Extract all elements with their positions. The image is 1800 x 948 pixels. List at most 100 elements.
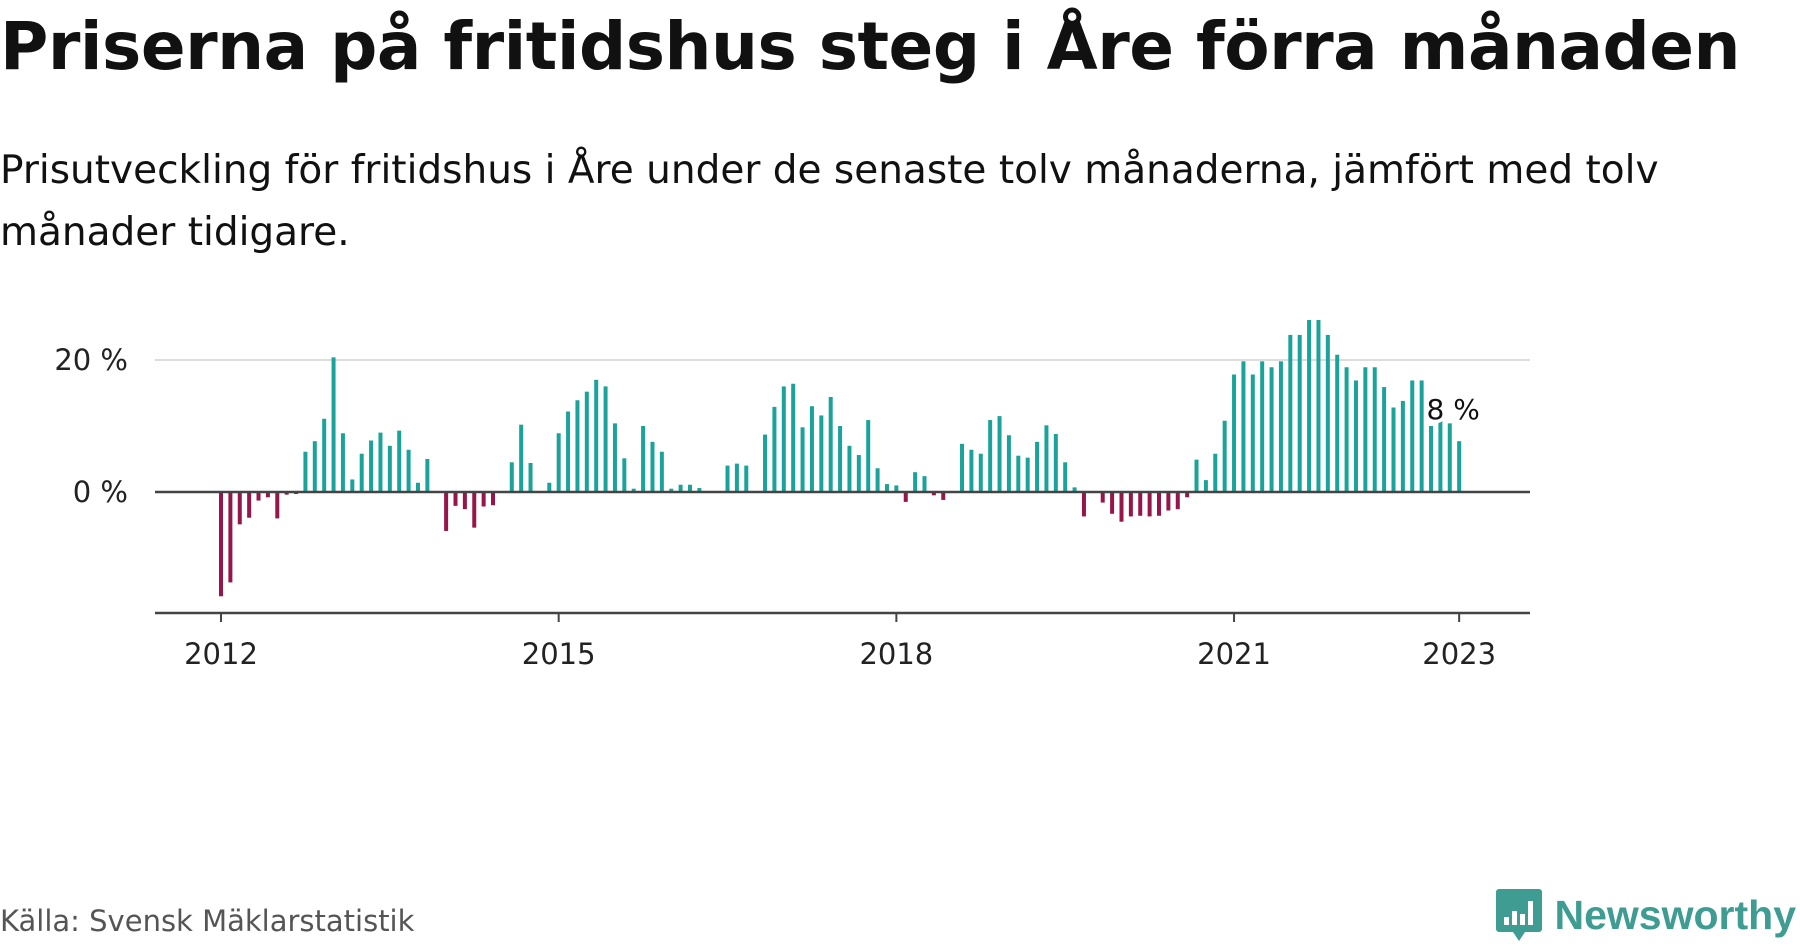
bar <box>650 441 655 492</box>
bar <box>425 459 430 492</box>
bar <box>1391 407 1396 492</box>
bar <box>641 426 646 492</box>
bar <box>1044 425 1049 492</box>
bar <box>734 463 739 492</box>
bar <box>387 445 392 492</box>
bar <box>791 383 796 492</box>
bar-chart-logo-icon <box>1495 889 1542 941</box>
bar <box>922 476 927 492</box>
chart-subtitle: Prisutveckling för fritidshus i Åre unde… <box>0 148 1659 255</box>
bar <box>659 451 664 492</box>
bar <box>1222 420 1227 492</box>
bar <box>1100 492 1105 503</box>
bar <box>594 379 599 492</box>
x-tick-label: 2018 <box>859 637 933 671</box>
bar <box>1213 453 1218 492</box>
bar <box>1157 492 1161 516</box>
bar <box>612 423 617 492</box>
bar <box>1232 374 1237 492</box>
bar <box>566 411 571 492</box>
bar <box>819 415 824 492</box>
bar <box>265 492 270 498</box>
bar <box>303 451 308 492</box>
bar <box>1063 462 1068 492</box>
bar <box>1344 367 1349 492</box>
bar <box>772 406 777 492</box>
bar <box>1288 334 1293 492</box>
bar <box>725 465 730 492</box>
bar <box>781 386 786 492</box>
bar <box>228 492 233 583</box>
bar <box>1025 457 1030 492</box>
x-tick-label: 2021 <box>1197 637 1271 671</box>
newsworthy-logo[interactable]: Newsworthy <box>1495 885 1796 945</box>
bar <box>969 449 974 492</box>
bar <box>331 357 336 492</box>
bar <box>1110 492 1115 514</box>
y-tick-label: 0 % <box>73 475 128 509</box>
bar <box>800 427 805 492</box>
bar <box>960 443 965 492</box>
bar <box>1128 492 1133 517</box>
bar <box>1203 480 1208 492</box>
bar <box>219 492 223 597</box>
bar <box>237 492 242 525</box>
bar <box>669 488 674 492</box>
bar <box>1175 492 1180 510</box>
bar <box>688 484 692 492</box>
bar <box>1325 334 1330 492</box>
bar <box>894 485 899 492</box>
bar <box>763 434 768 492</box>
bar <box>913 472 918 492</box>
bar <box>1269 367 1274 492</box>
bar <box>1457 441 1462 492</box>
bar <box>1400 400 1405 492</box>
annotations: 8 % <box>1423 390 1483 430</box>
bar <box>1260 361 1265 492</box>
bar <box>866 420 871 492</box>
bar <box>275 492 280 519</box>
bar <box>856 455 861 492</box>
bar <box>1419 380 1424 492</box>
bar <box>575 400 580 492</box>
bar <box>1297 334 1302 492</box>
bar <box>1072 487 1077 492</box>
bars <box>219 320 1462 597</box>
bar <box>1250 374 1255 492</box>
bar <box>697 488 702 492</box>
bar <box>547 482 552 492</box>
bar <box>1438 420 1443 492</box>
bar <box>1382 387 1387 492</box>
bar <box>631 488 636 492</box>
bar <box>256 492 261 501</box>
bar <box>322 418 327 492</box>
bar <box>838 426 843 492</box>
last-value-label: 8 % <box>1426 393 1479 426</box>
bar <box>1053 433 1058 492</box>
bar <box>369 440 374 492</box>
bar <box>1147 492 1152 517</box>
bar <box>444 492 449 531</box>
bar <box>472 492 477 528</box>
bar <box>359 453 364 492</box>
bar <box>903 492 908 502</box>
bar <box>1372 367 1377 492</box>
bar <box>1016 455 1021 492</box>
bar <box>1307 320 1312 492</box>
bar <box>603 386 608 492</box>
bar <box>312 441 317 492</box>
x-tick-label: 2023 <box>1422 637 1496 671</box>
bar <box>340 433 345 492</box>
bar <box>1429 426 1434 492</box>
bar <box>1410 380 1415 492</box>
bar <box>884 484 889 492</box>
bar <box>847 445 852 492</box>
bar <box>350 479 355 492</box>
bar <box>584 391 589 492</box>
bar <box>1138 492 1143 516</box>
bar <box>1447 423 1452 492</box>
bar <box>397 430 402 492</box>
bar <box>519 424 524 492</box>
bar <box>997 416 1002 492</box>
bar <box>1353 380 1358 492</box>
